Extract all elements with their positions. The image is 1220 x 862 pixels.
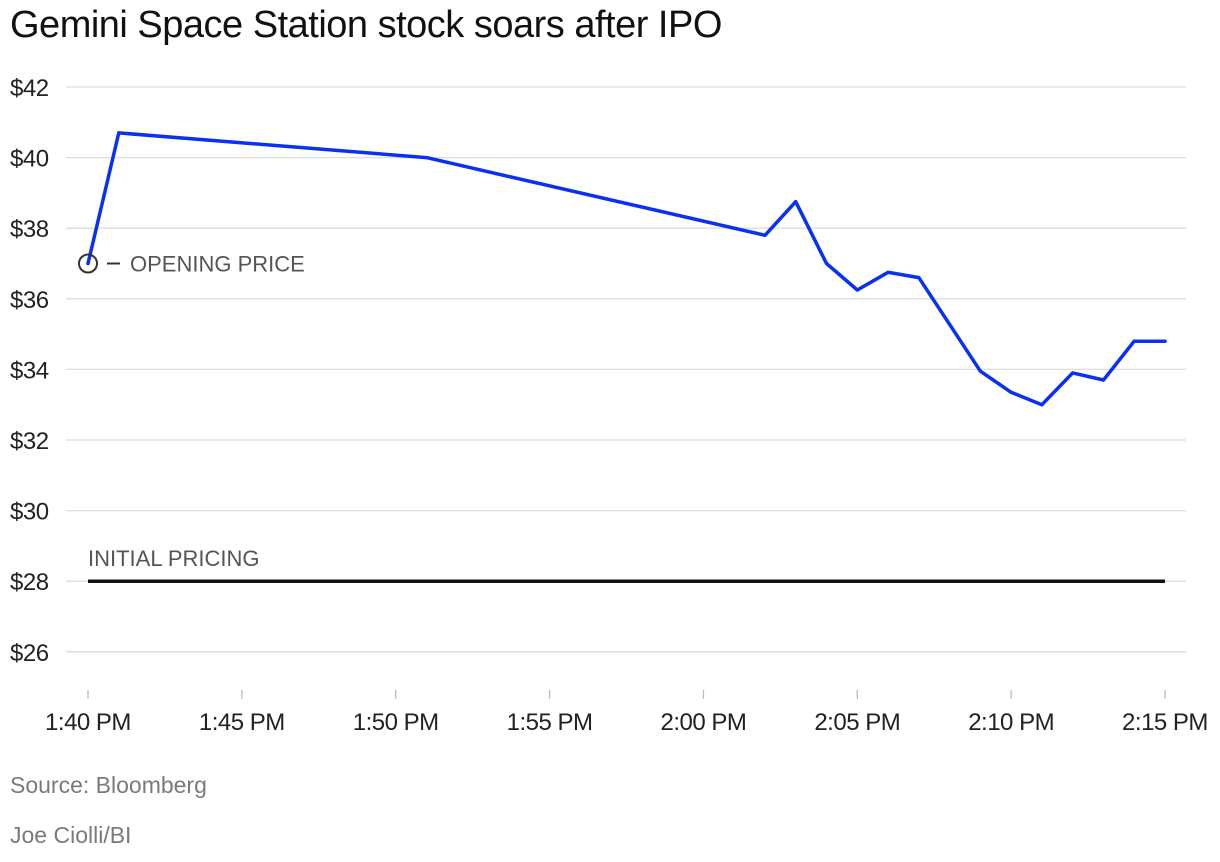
annotations: OPENING PRICE [78, 252, 305, 277]
y-tick-label: $42 [10, 75, 49, 102]
y-tick-label: $28 [10, 569, 49, 596]
x-tick-label: 2:10 PM [968, 709, 1054, 736]
stock-price-point [1009, 390, 1013, 394]
stock-price-point [763, 233, 767, 237]
x-tick-label: 2:05 PM [814, 709, 900, 736]
stock-price-point [1132, 339, 1136, 343]
x-tick-label: 1:50 PM [353, 709, 439, 736]
x-tick-label: 2:15 PM [1122, 709, 1208, 736]
x-tick-label: 1:45 PM [199, 709, 285, 736]
chart-title: Gemini Space Station stock soars after I… [10, 4, 722, 46]
y-tick-label: $36 [10, 287, 49, 314]
stock-price-point [917, 276, 921, 280]
initial-pricing-label: INITIAL PRICING [88, 546, 260, 571]
stock-price-point [1040, 403, 1044, 407]
y-tick-label: $30 [10, 499, 49, 526]
source-note: Source: Bloomberg [10, 772, 207, 798]
credit-note: Joe Ciolli/BI [10, 822, 132, 848]
stock-price-point [824, 261, 829, 266]
x-axis: 1:40 PM 1:45 PM 1:50 PM 1:55 PM 2:00 PM 2:05 … [45, 690, 1208, 736]
series [86, 131, 1167, 407]
x-tick-label: 2:00 PM [660, 709, 746, 736]
opening-price-marker [78, 253, 98, 274]
stock-price-point [86, 261, 90, 266]
opening-price-label: OPENING PRICE [130, 252, 305, 277]
y-tick-label: $32 [10, 428, 49, 455]
x-tick-label: 1:55 PM [507, 709, 593, 736]
stock-price-point [1071, 371, 1075, 375]
stock-price-point [424, 156, 429, 160]
stock-price-point [886, 270, 890, 274]
reference-lines: INITIAL PRICING [88, 546, 1165, 583]
stock-price-point [1163, 339, 1167, 343]
stock-price-point [855, 288, 859, 292]
y-tick-label: $26 [10, 640, 49, 667]
stock-price-point [117, 131, 121, 135]
stock-price-point [1101, 378, 1106, 382]
stock-price-point [794, 200, 798, 204]
y-tick-label: $34 [10, 357, 49, 384]
stock-price-line [86, 131, 1167, 407]
x-tick-label: 1:40 PM [45, 709, 131, 736]
y-tick-label: $40 [10, 146, 49, 173]
y-tick-label: $38 [10, 216, 49, 243]
stock-price-point [978, 369, 982, 373]
y-axis-tick-labels: $26 $28 $30 $32 $34 $36 $38 $40 $42 [10, 75, 49, 667]
